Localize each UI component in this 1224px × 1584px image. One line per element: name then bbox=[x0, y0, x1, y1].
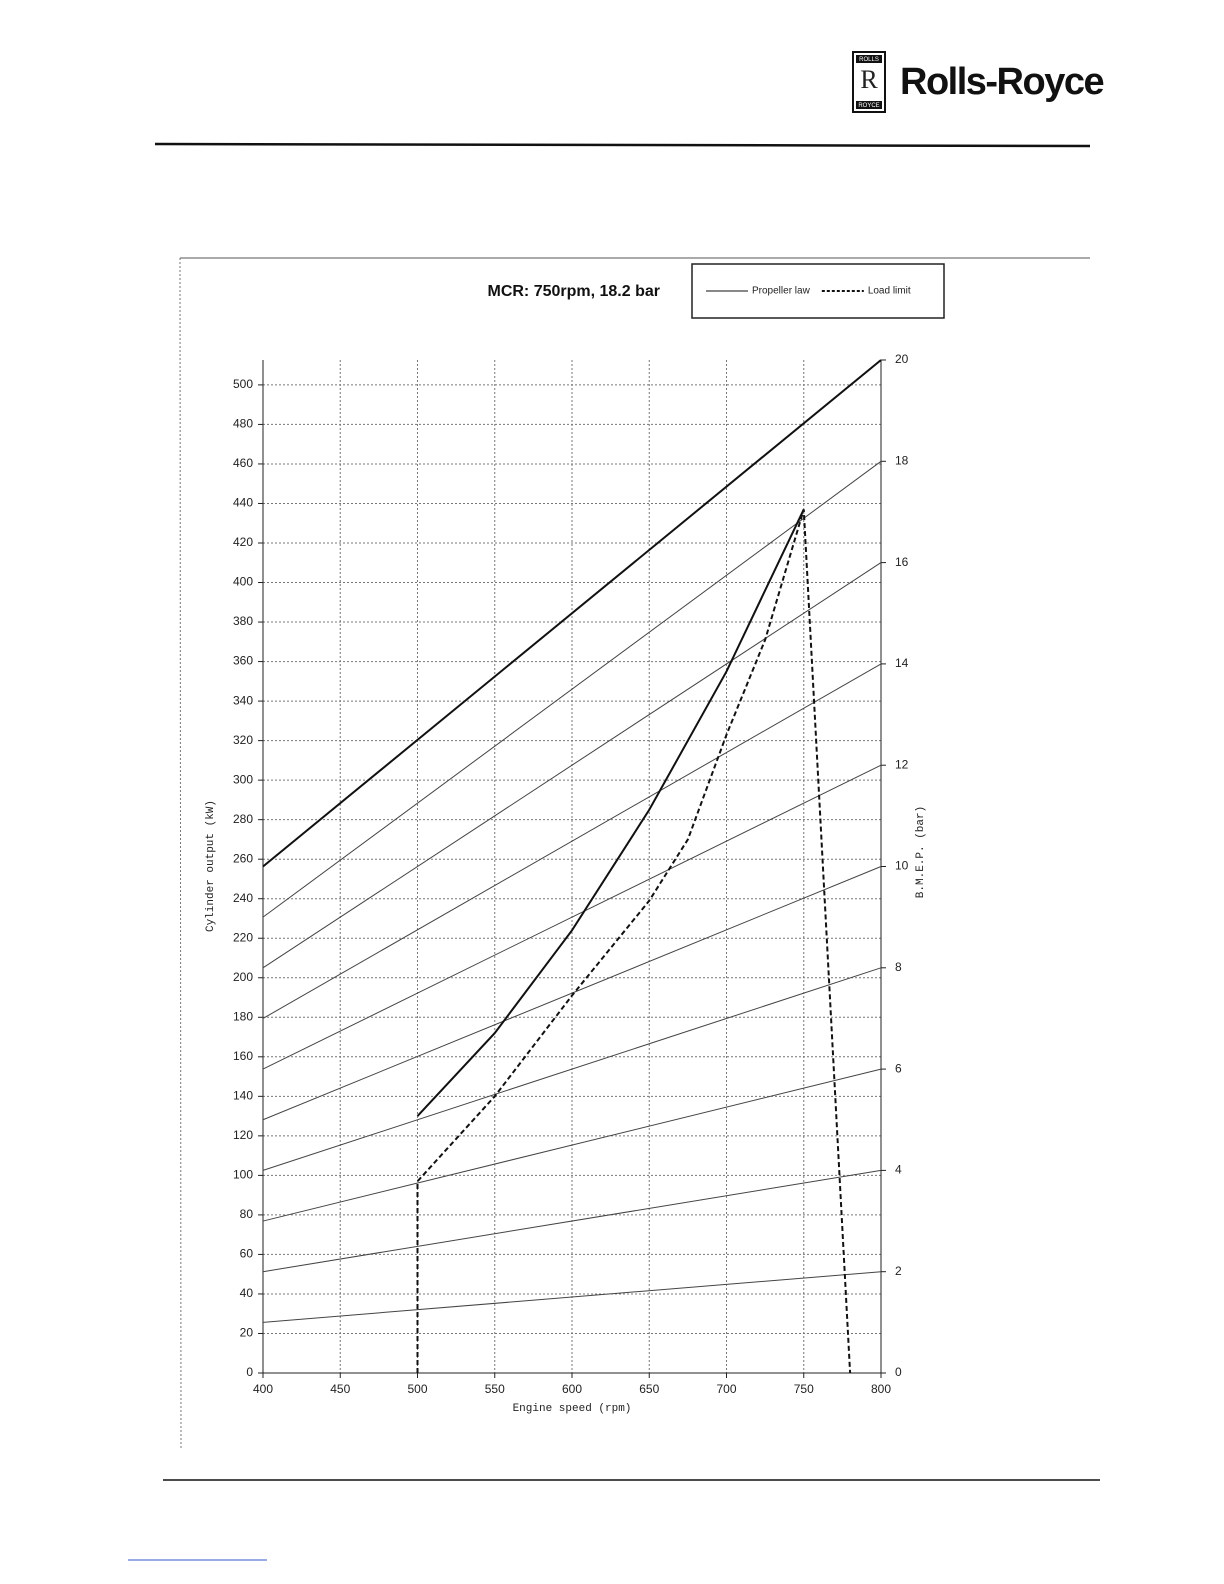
y-tick-label: 180 bbox=[233, 1009, 253, 1023]
y-tick-label: 100 bbox=[233, 1168, 253, 1182]
frame-left bbox=[179, 257, 182, 1451]
y-tick-label: 120 bbox=[233, 1128, 253, 1142]
y-tick-label: 240 bbox=[233, 891, 253, 905]
y-tick-label: 80 bbox=[240, 1207, 254, 1221]
y-tick-label: 440 bbox=[233, 496, 253, 510]
bmep-line bbox=[262, 562, 882, 969]
y-tick-label: 400 bbox=[233, 575, 253, 589]
legend-label: Load limit bbox=[868, 286, 911, 297]
y2-tick-label: 4 bbox=[895, 1163, 902, 1177]
bmep-line bbox=[262, 359, 882, 868]
x-tick-label: 400 bbox=[253, 1382, 273, 1396]
x-tick-label: 750 bbox=[794, 1382, 814, 1396]
y-tick-label: 200 bbox=[233, 970, 253, 984]
y2-tick-label: 12 bbox=[895, 757, 909, 771]
x-tick-label: 500 bbox=[407, 1382, 427, 1396]
y-tick-label: 260 bbox=[233, 851, 253, 865]
logo-band bbox=[856, 101, 882, 109]
x-axis-label: Engine speed (rpm) bbox=[513, 1403, 632, 1415]
bmep-line bbox=[262, 866, 882, 1121]
y-tick-label: 20 bbox=[240, 1326, 254, 1340]
bmep-line bbox=[262, 460, 882, 918]
series-line bbox=[416, 508, 805, 1117]
bmep-line bbox=[262, 764, 882, 1070]
x-tick-label: 700 bbox=[716, 1382, 736, 1396]
y2-tick-label: 8 bbox=[895, 960, 902, 974]
y-tick-label: 40 bbox=[240, 1286, 254, 1300]
y-tick-label: 160 bbox=[233, 1049, 253, 1063]
x-tick-label: 650 bbox=[639, 1382, 659, 1396]
bmep-line bbox=[262, 1169, 882, 1273]
y-tick-label: 460 bbox=[233, 456, 253, 470]
y-tick-label: 280 bbox=[233, 812, 253, 826]
y-tick-label: 360 bbox=[233, 654, 253, 668]
y-tick-label: 220 bbox=[233, 930, 253, 944]
brand-name: Rolls-Royce bbox=[900, 61, 1103, 103]
y2-tick-label: 10 bbox=[895, 859, 909, 873]
y-tick-label: 380 bbox=[233, 614, 253, 628]
bmep-line bbox=[262, 1271, 882, 1323]
y-tick-label: 420 bbox=[233, 535, 253, 549]
y2-tick-label: 16 bbox=[895, 555, 909, 569]
y-tick-label: 320 bbox=[233, 733, 253, 747]
y2-tick-label: 0 bbox=[895, 1365, 902, 1379]
bmep-line bbox=[262, 663, 882, 1019]
y-axis-label: Cylinder output (kW) bbox=[205, 800, 217, 932]
logo-badge-mark: R bbox=[860, 65, 878, 94]
y2-axis-label: B.M.E.P. (bar) bbox=[915, 806, 927, 898]
y-tick-label: 60 bbox=[240, 1247, 254, 1261]
y-tick-label: 140 bbox=[233, 1089, 253, 1103]
y-tick-label: 340 bbox=[233, 693, 253, 707]
logo-badge-bottom: ROYCE bbox=[858, 103, 879, 109]
x-tick-label: 550 bbox=[485, 1382, 505, 1396]
logo-badge-top: ROLLS bbox=[859, 57, 879, 63]
chart-title: MCR: 750rpm, 18.2 bar bbox=[487, 283, 660, 300]
y-tick-label: 480 bbox=[233, 417, 253, 431]
y2-tick-label: 18 bbox=[895, 453, 909, 467]
y-tick-label: 500 bbox=[233, 377, 253, 391]
y2-tick-label: 2 bbox=[895, 1264, 902, 1278]
y2-tick-label: 20 bbox=[895, 352, 909, 366]
legend-label: Propeller law bbox=[752, 286, 811, 297]
bmep-line bbox=[262, 967, 882, 1171]
y-tick-label: 300 bbox=[233, 772, 253, 786]
series-line bbox=[416, 509, 852, 1374]
header-rule bbox=[154, 142, 1091, 148]
bmep-line bbox=[262, 1068, 882, 1222]
x-tick-label: 450 bbox=[330, 1382, 350, 1396]
y2-tick-label: 14 bbox=[895, 656, 909, 670]
x-tick-label: 600 bbox=[562, 1382, 582, 1396]
logo-band bbox=[856, 55, 882, 63]
x-tick-label: 800 bbox=[871, 1382, 891, 1396]
y2-tick-label: 6 bbox=[895, 1061, 902, 1075]
y-tick-label: 0 bbox=[246, 1365, 253, 1379]
